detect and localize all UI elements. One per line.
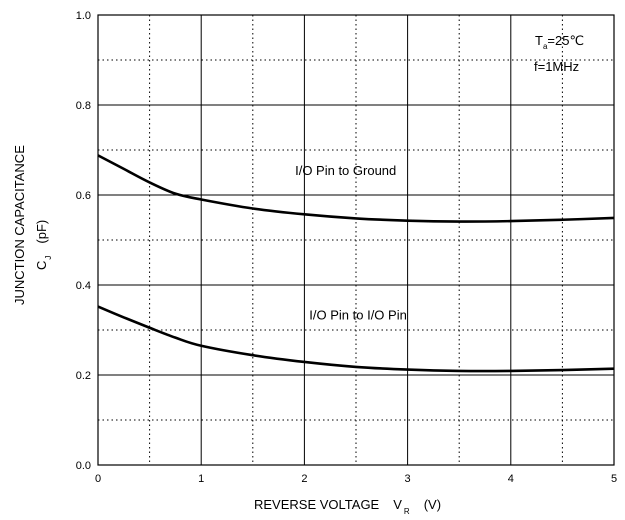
- grid: [98, 15, 614, 465]
- x-axis-symbol: V: [393, 497, 402, 512]
- y-axis-symbol: C: [34, 261, 49, 270]
- x-tick-label: 1: [198, 473, 204, 485]
- x-tick-label: 0: [95, 473, 101, 485]
- y-tick-label: 0.4: [76, 280, 91, 292]
- y-axis-title-main: JUNCTION CAPACITANCE: [12, 145, 27, 305]
- series-line-io-to-ground: [97, 154, 615, 223]
- series-label-io-to-ground: I/O Pin to Ground: [295, 163, 396, 178]
- condition-temperature: Ta=25℃: [535, 33, 584, 51]
- x-tick-label: 5: [611, 473, 617, 485]
- condition-frequency: f=1MHz: [534, 59, 579, 74]
- series-lines: [97, 154, 615, 373]
- plot-frame: [97, 14, 615, 466]
- x-tick-labels: 0 1 2 3 4 5: [95, 473, 617, 485]
- y-tick-label: 0.8: [76, 100, 91, 112]
- y-tick-label: 0.6: [76, 190, 91, 202]
- temp-symbol: T: [535, 33, 543, 48]
- y-axis-subscript: J: [44, 256, 53, 260]
- temp-value: =25℃: [547, 33, 584, 48]
- x-tick-label: 4: [508, 473, 514, 485]
- x-tick-label: 2: [301, 473, 307, 485]
- x-axis-unit: (V): [424, 497, 441, 512]
- x-axis-subscript: R: [404, 507, 410, 516]
- y-axis-title: JUNCTION CAPACITANCE CJ (pF): [12, 145, 53, 305]
- temp-subscript: a: [543, 42, 548, 51]
- y-axis-symbol-line: CJ (pF): [34, 220, 53, 270]
- x-tick-label: 3: [405, 473, 411, 485]
- x-axis-title-main: REVERSE VOLTAGE: [254, 497, 380, 512]
- y-tick-label: 1.0: [76, 10, 91, 22]
- y-axis-unit: (pF): [34, 220, 49, 244]
- series-label-io-to-io: I/O Pin to I/O Pin: [309, 308, 407, 323]
- series-line-io-to-io: [97, 305, 615, 373]
- y-tick-label: 0.2: [76, 370, 91, 382]
- y-tick-label: 0.0: [76, 460, 91, 472]
- y-tick-labels: 0.0 0.2 0.4 0.6 0.8 1.0: [76, 10, 91, 472]
- x-axis-title: REVERSE VOLTAGE V R (V): [254, 497, 441, 516]
